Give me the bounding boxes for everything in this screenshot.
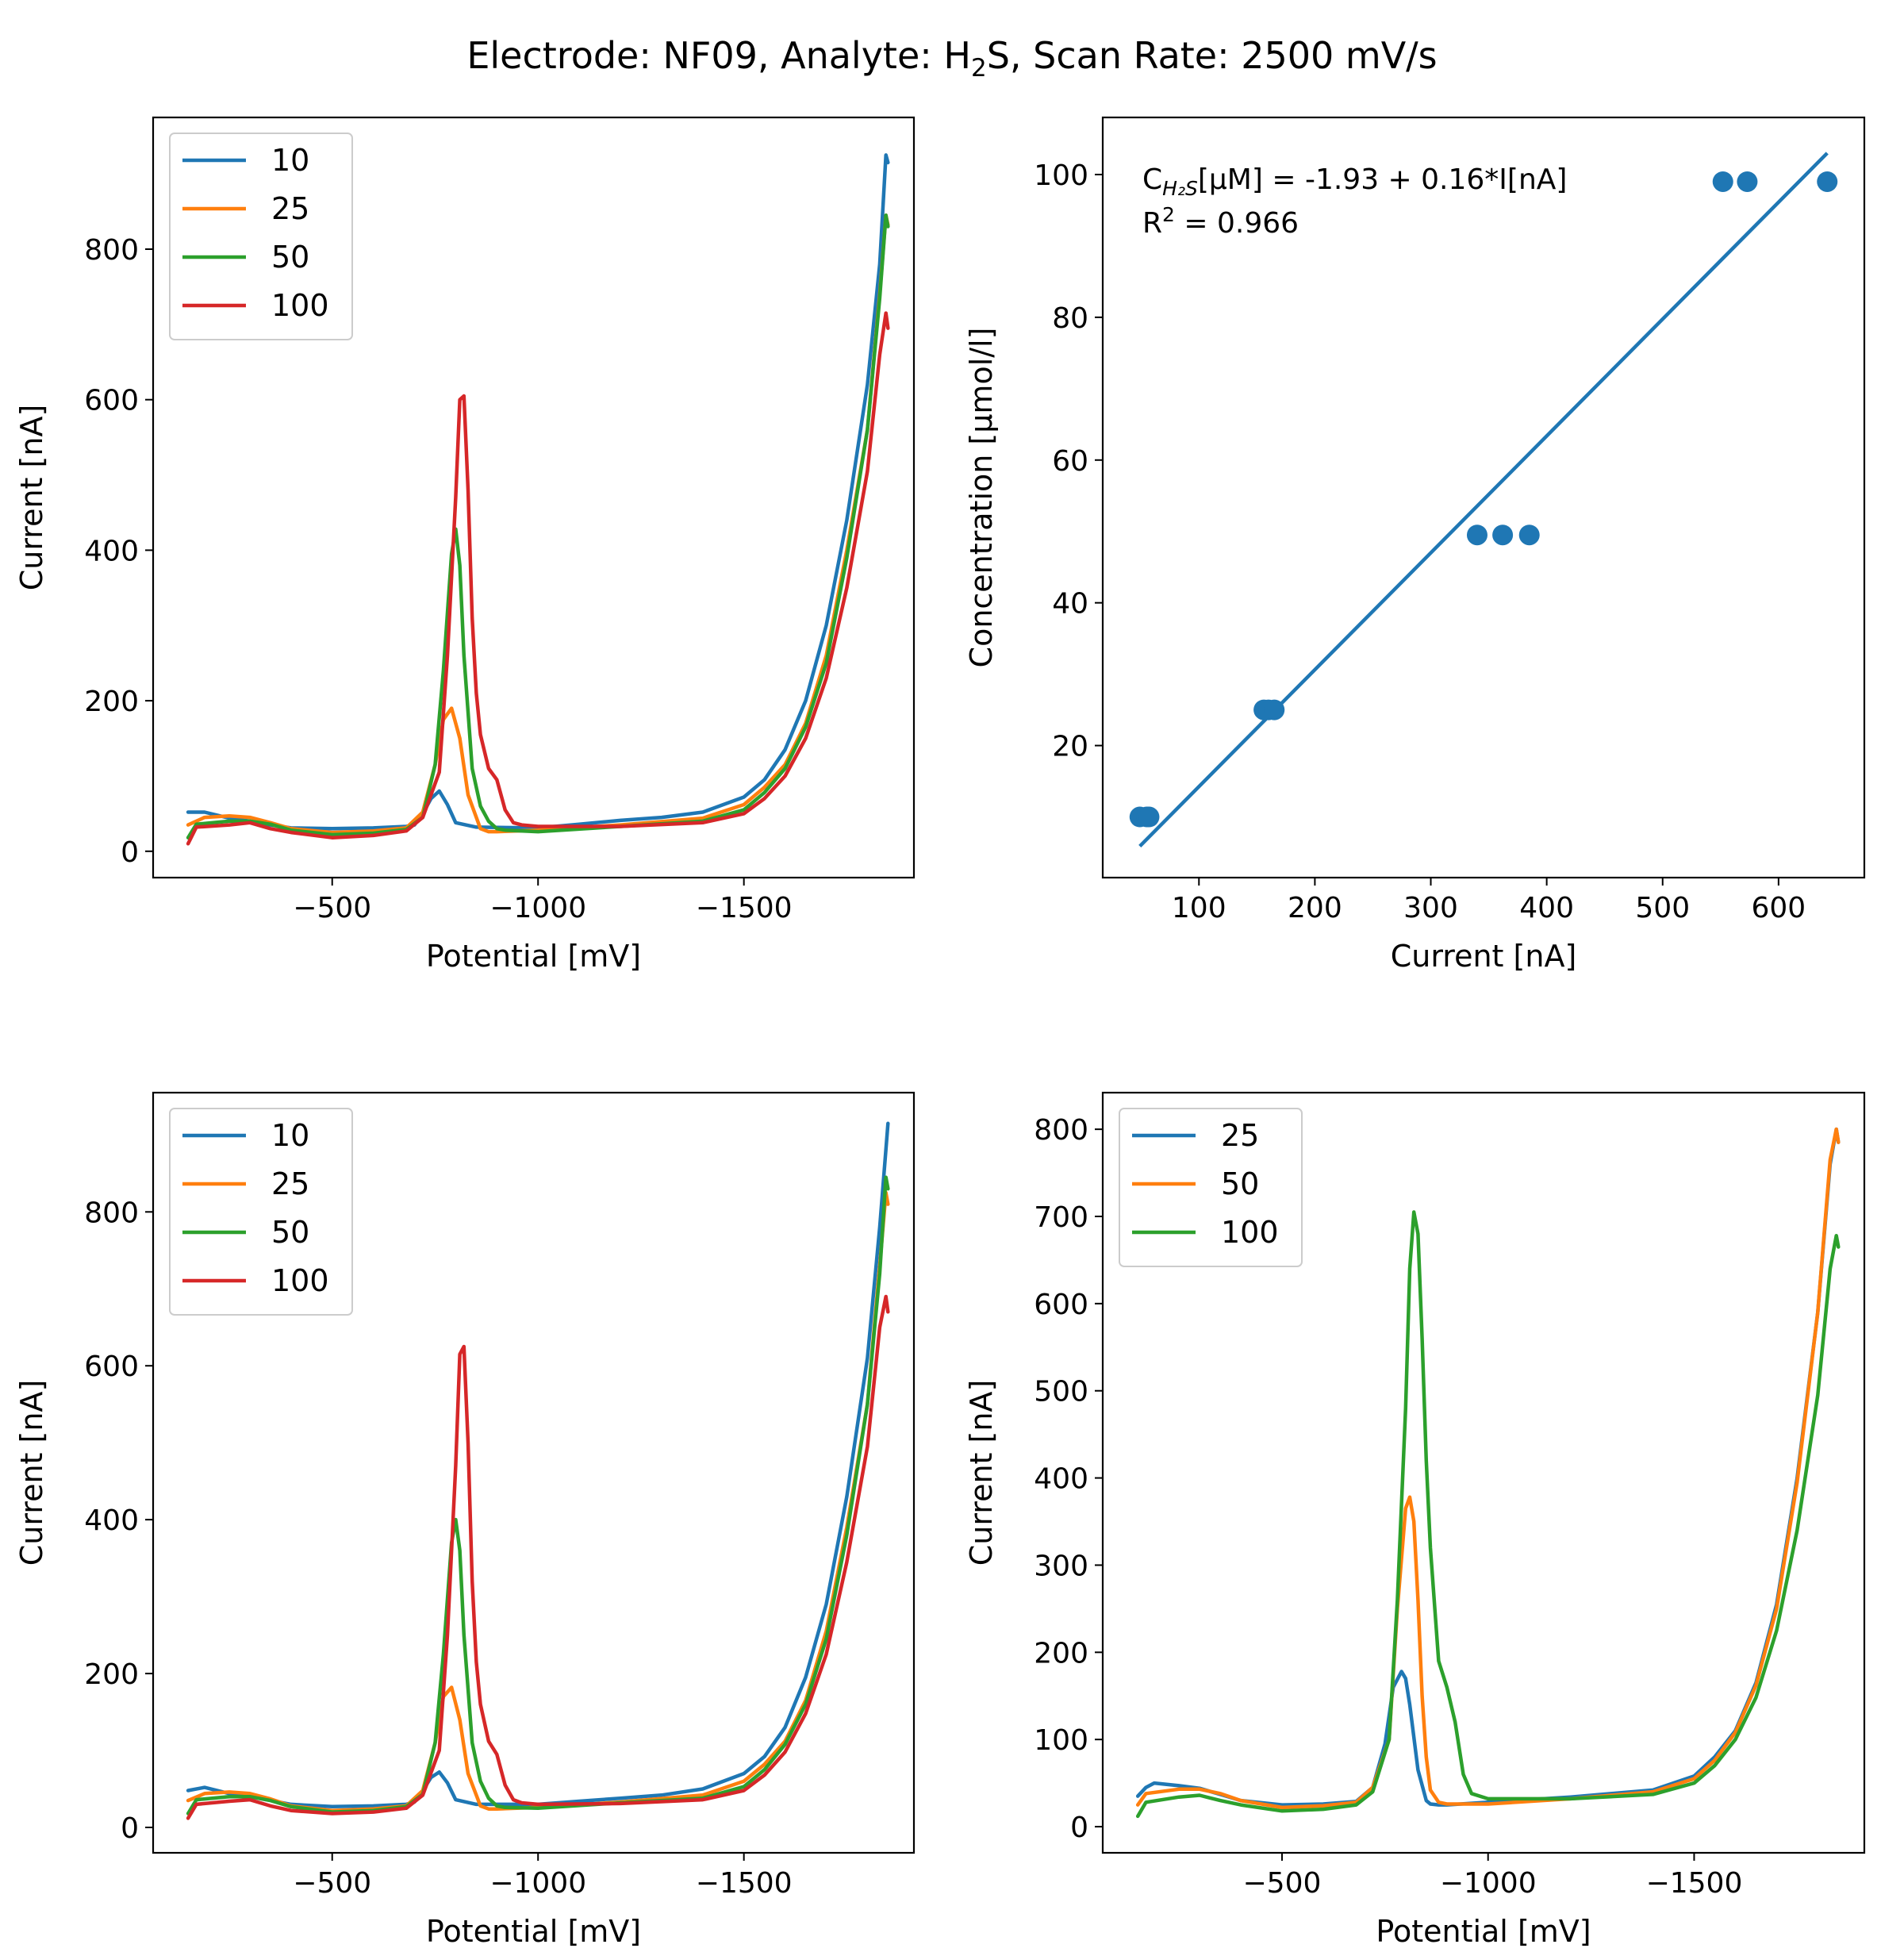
- y-tick-label: 800: [84, 234, 139, 267]
- y-tick-label: 200: [84, 686, 139, 718]
- y-tick-label: 600: [84, 385, 139, 417]
- x-tick-label: 200: [1288, 892, 1342, 924]
- legend-label-25: 25: [271, 191, 309, 226]
- legend-label-25: 25: [271, 1166, 309, 1201]
- plot-frame: [152, 116, 916, 879]
- y-axis-label: Current [nA]: [14, 405, 49, 591]
- legend-label-100: 100: [271, 288, 329, 323]
- y-tick-label: 40: [1052, 588, 1088, 621]
- plot-frame: [152, 1091, 916, 1854]
- legend-box: [169, 133, 353, 340]
- x-tick-label: −500: [293, 1867, 371, 1900]
- y-tick-label: 0: [121, 836, 139, 869]
- fit-equation: CH₂S[μM] = -1.93 + 0.16*I[nA]: [1142, 163, 1567, 200]
- figure-title: Electrode: NF09, Analyte: H2S, Scan Rate…: [466, 34, 1437, 83]
- r-squared-r: R: [1142, 207, 1162, 240]
- plot-area: [186, 1121, 890, 1820]
- plot-frame: [1101, 116, 1866, 879]
- legend-label-10: 10: [271, 143, 309, 178]
- x-axis-label: Potential [mV]: [426, 1914, 641, 1949]
- series-line-100: [186, 311, 890, 846]
- x-axis-label: Current [nA]: [1391, 939, 1577, 974]
- legend-label-50: 50: [1221, 1166, 1259, 1201]
- chart-bottom-right: −500 −1000 −1500 0 100 200 300 400 500 600 700 800 P…: [964, 1091, 1866, 1949]
- fit-equation-subscript: H₂S: [1162, 177, 1198, 200]
- y-tick-label: 500: [1034, 1376, 1088, 1408]
- y-tick-label: 0: [121, 1812, 139, 1845]
- chart-bottom-left: −500 −1000 −1500 0 200 400 600 800 Potential [mV…: [14, 1091, 916, 1949]
- legend-label-50: 50: [271, 240, 309, 275]
- x-tick-label: 100: [1172, 892, 1226, 924]
- x-tick-label: −1000: [489, 1867, 586, 1900]
- y-tick-label: 800: [1034, 1114, 1088, 1147]
- data-point: [1466, 525, 1488, 546]
- y-tick-label: 600: [1034, 1289, 1088, 1321]
- data-point: [1712, 171, 1733, 192]
- x-axis-label: Potential [mV]: [426, 939, 641, 974]
- legend-label-50: 50: [271, 1215, 309, 1250]
- x-tick-label: 600: [1752, 892, 1806, 924]
- x-tick-label: 500: [1635, 892, 1690, 924]
- legend-label-100: 100: [271, 1263, 329, 1298]
- y-tick-label: 800: [84, 1197, 139, 1229]
- y-axis-label: Current [nA]: [964, 1380, 999, 1566]
- chart-top-left: −500 −1000 −1500 0 200 400 600 800 Potential [mV…: [14, 116, 916, 974]
- y-tick-label: 200: [1034, 1637, 1088, 1670]
- y-tick-label: 400: [1034, 1463, 1088, 1496]
- data-point: [1737, 171, 1758, 192]
- r-squared: R2 = 0.966: [1142, 203, 1299, 240]
- y-tick-label: 400: [84, 1504, 139, 1537]
- y-tick-label: 200: [84, 1658, 139, 1691]
- plot-area: [1129, 152, 1838, 848]
- y-tick-label: 600: [84, 1351, 139, 1383]
- chart-top-right: 100 200 300 400 500 600 20 40 60 80 100 Current [nA…: [964, 116, 1866, 974]
- legend-box: [169, 1108, 353, 1316]
- x-tick-label: −1500: [696, 892, 793, 924]
- x-tick-label: −1000: [1440, 1867, 1537, 1900]
- y-tick-label: 300: [1034, 1550, 1088, 1582]
- data-point: [1817, 171, 1838, 192]
- series-line-50: [186, 213, 890, 840]
- x-tick-label: 300: [1403, 892, 1458, 924]
- x-tick-label: 400: [1519, 892, 1574, 924]
- legend-label-10: 10: [271, 1118, 309, 1153]
- x-tick-label: −1500: [696, 1867, 793, 1900]
- r-squared-value: = 0.966: [1175, 207, 1299, 240]
- series-line-50: [1135, 1127, 1841, 1810]
- y-axis-label: Concentration [μmol/l]: [964, 328, 999, 668]
- legend-label-100: 100: [1221, 1215, 1279, 1250]
- r-squared-exponent: 2: [1162, 203, 1175, 226]
- fit-equation-rest: [μM] = -1.93 + 0.16*I[nA]: [1198, 163, 1568, 196]
- series-line-50: [186, 1175, 890, 1816]
- y-tick-label: 0: [1070, 1812, 1088, 1844]
- data-point: [1138, 806, 1160, 828]
- y-tick-label: 700: [1034, 1201, 1088, 1234]
- plot-area: [186, 153, 890, 846]
- data-point: [1264, 699, 1285, 720]
- fit-equation-c: C: [1142, 163, 1162, 196]
- legend-label-25: 25: [1221, 1118, 1259, 1153]
- y-tick-label: 100: [1034, 159, 1088, 192]
- data-point: [1492, 525, 1514, 546]
- x-tick-label: −1000: [489, 892, 586, 924]
- series-line-100: [186, 1294, 890, 1820]
- y-tick-label: 400: [84, 535, 139, 567]
- y-axis-label: Current [nA]: [14, 1380, 49, 1566]
- plot-frame: [1101, 1091, 1866, 1854]
- y-tick-label: 20: [1052, 731, 1088, 763]
- x-tick-label: −500: [293, 892, 371, 924]
- fit-line: [1138, 152, 1829, 848]
- x-axis-label: Potential [mV]: [1376, 1914, 1591, 1949]
- series-line-100: [1135, 1210, 1841, 1819]
- legend-box: [1119, 1108, 1303, 1267]
- y-tick-label: 60: [1052, 445, 1088, 478]
- y-tick-label: 100: [1034, 1724, 1088, 1757]
- x-tick-label: −1500: [1646, 1867, 1743, 1900]
- plot-area: [1135, 1127, 1841, 1819]
- y-tick-label: 80: [1052, 302, 1088, 335]
- data-point: [1518, 525, 1540, 546]
- x-tick-label: −500: [1243, 1867, 1322, 1900]
